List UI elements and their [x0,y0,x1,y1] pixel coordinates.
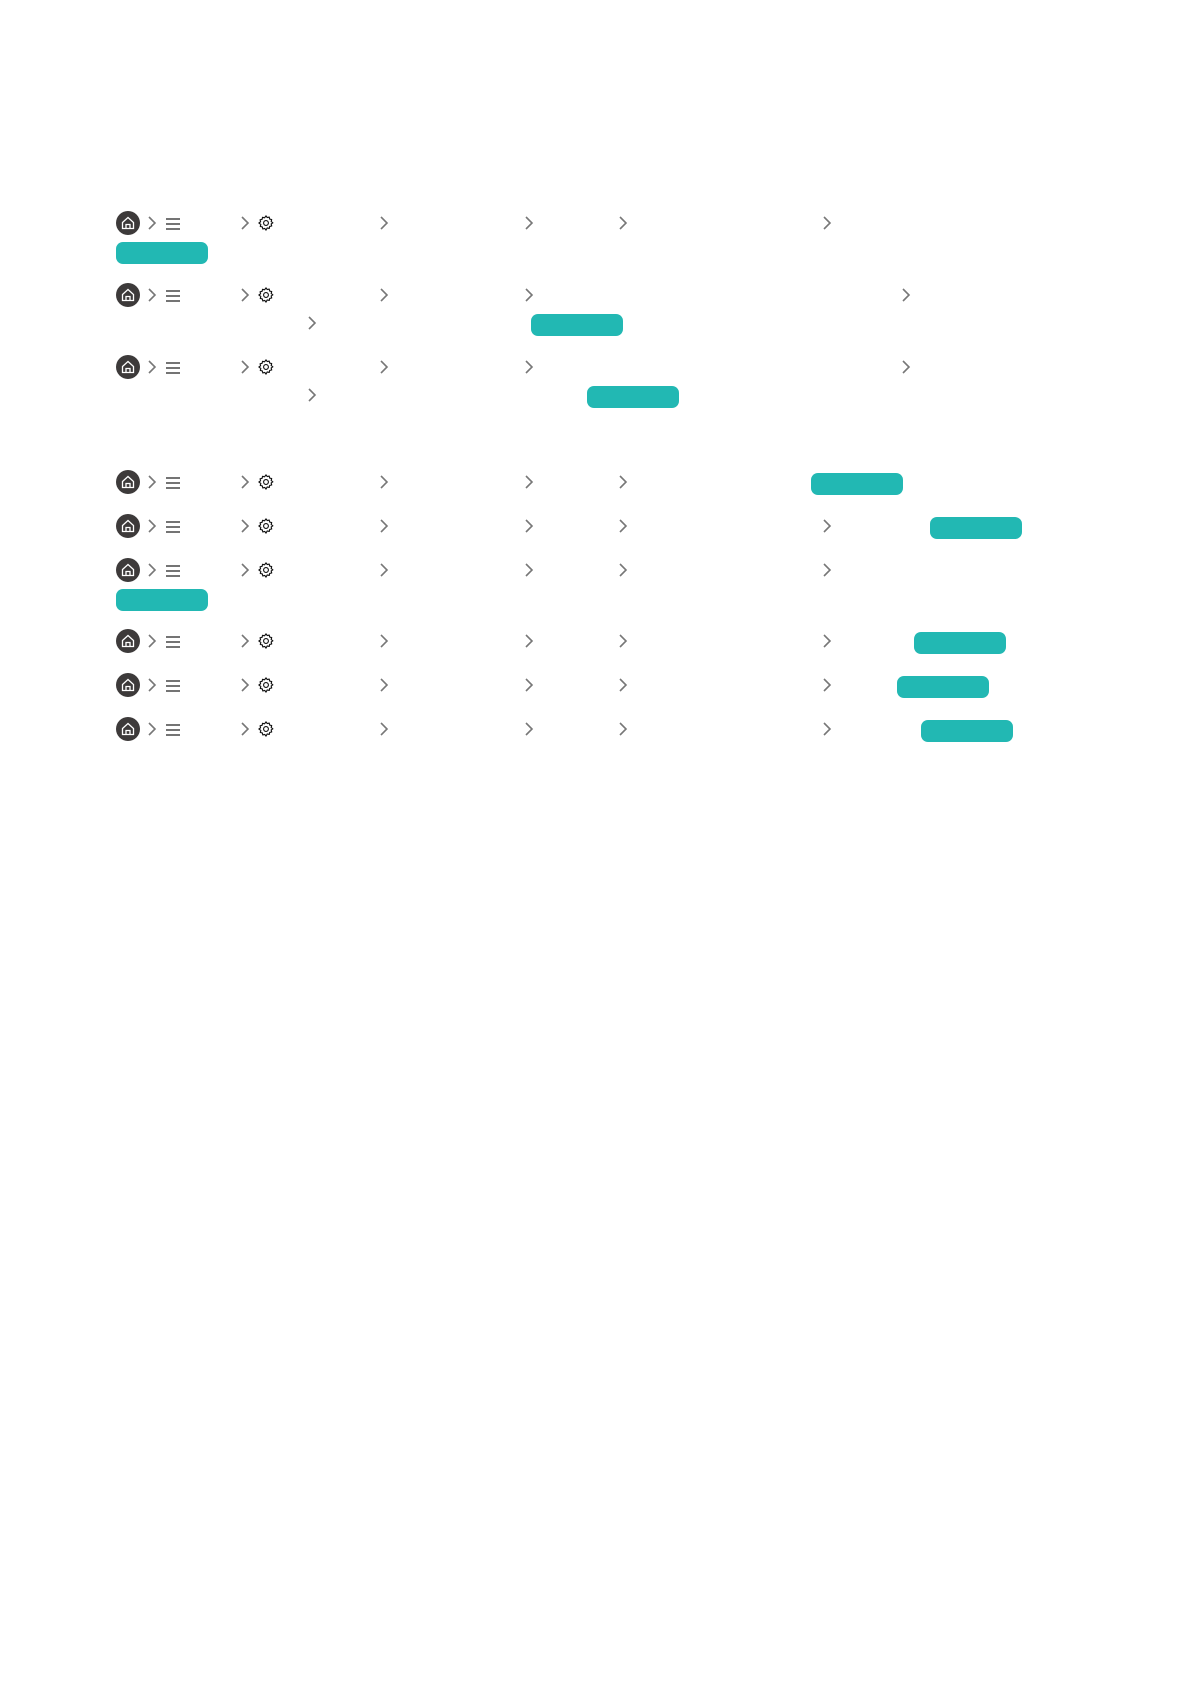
menu-icon[interactable] [166,635,180,648]
chevron-right-icon [822,722,832,736]
home-icon[interactable] [116,673,140,697]
home-icon[interactable] [116,629,140,653]
chevron-right-icon [379,475,389,489]
chevron-right-icon [524,634,534,648]
chevron-right-icon [618,475,628,489]
chevron-right-icon [147,519,157,533]
menu-icon[interactable] [166,476,180,489]
menu-icon[interactable] [166,361,180,374]
chevron-right-icon [379,678,389,692]
chevron-right-icon [822,216,832,230]
chevron-right-icon [147,288,157,302]
chevron-right-icon [240,519,250,533]
highlight-pill[interactable] [116,589,208,611]
home-icon[interactable] [116,470,140,494]
chevron-right-icon [240,722,250,736]
chevron-right-icon [379,563,389,577]
chevron-right-icon [524,678,534,692]
chevron-right-icon [822,634,832,648]
chevron-right-icon [240,475,250,489]
chevron-right-icon [379,360,389,374]
chevron-right-icon [822,519,832,533]
chevron-right-icon [379,519,389,533]
gear-icon[interactable] [257,214,275,232]
chevron-right-icon [618,634,628,648]
gear-icon[interactable] [257,561,275,579]
home-icon[interactable] [116,514,140,538]
chevron-right-icon [524,722,534,736]
highlight-pill[interactable] [897,676,989,698]
home-icon[interactable] [116,558,140,582]
chevron-right-icon [240,216,250,230]
home-icon[interactable] [116,717,140,741]
chevron-right-icon [147,722,157,736]
chevron-right-icon [379,288,389,302]
highlight-pill[interactable] [921,720,1013,742]
chevron-right-icon [240,360,250,374]
chevron-right-icon [307,388,317,402]
chevron-right-icon [147,475,157,489]
gear-icon[interactable] [257,517,275,535]
menu-icon[interactable] [166,564,180,577]
chevron-right-icon [524,519,534,533]
home-icon[interactable] [116,283,140,307]
chevron-right-icon [147,360,157,374]
chevron-right-icon [147,634,157,648]
chevron-right-icon [618,216,628,230]
chevron-right-icon [379,722,389,736]
chevron-right-icon [901,288,911,302]
highlight-pill[interactable] [914,632,1006,654]
gear-icon[interactable] [257,286,275,304]
chevron-right-icon [147,216,157,230]
gear-icon[interactable] [257,473,275,491]
chevron-right-icon [618,519,628,533]
gear-icon[interactable] [257,632,275,650]
chevron-right-icon [822,563,832,577]
chevron-right-icon [901,360,911,374]
chevron-right-icon [618,678,628,692]
chevron-right-icon [379,216,389,230]
chevron-right-icon [524,288,534,302]
chevron-right-icon [147,678,157,692]
menu-icon[interactable] [166,217,180,230]
chevron-right-icon [524,563,534,577]
gear-icon[interactable] [257,720,275,738]
chevron-right-icon [240,563,250,577]
chevron-right-icon [524,360,534,374]
menu-icon[interactable] [166,289,180,302]
chevron-right-icon [524,216,534,230]
highlight-pill[interactable] [116,242,208,264]
chevron-right-icon [379,634,389,648]
menu-icon[interactable] [166,520,180,533]
chevron-right-icon [240,678,250,692]
home-icon[interactable] [116,355,140,379]
chevron-right-icon [240,634,250,648]
menu-icon[interactable] [166,679,180,692]
home-icon[interactable] [116,211,140,235]
chevron-right-icon [307,316,317,330]
gear-icon[interactable] [257,676,275,694]
chevron-right-icon [240,288,250,302]
chevron-right-icon [618,563,628,577]
highlight-pill[interactable] [587,386,679,408]
highlight-pill[interactable] [811,473,903,495]
chevron-right-icon [822,678,832,692]
chevron-right-icon [618,722,628,736]
highlight-pill[interactable] [531,314,623,336]
gear-icon[interactable] [257,358,275,376]
menu-icon[interactable] [166,723,180,736]
chevron-right-icon [524,475,534,489]
highlight-pill[interactable] [930,517,1022,539]
chevron-right-icon [147,563,157,577]
